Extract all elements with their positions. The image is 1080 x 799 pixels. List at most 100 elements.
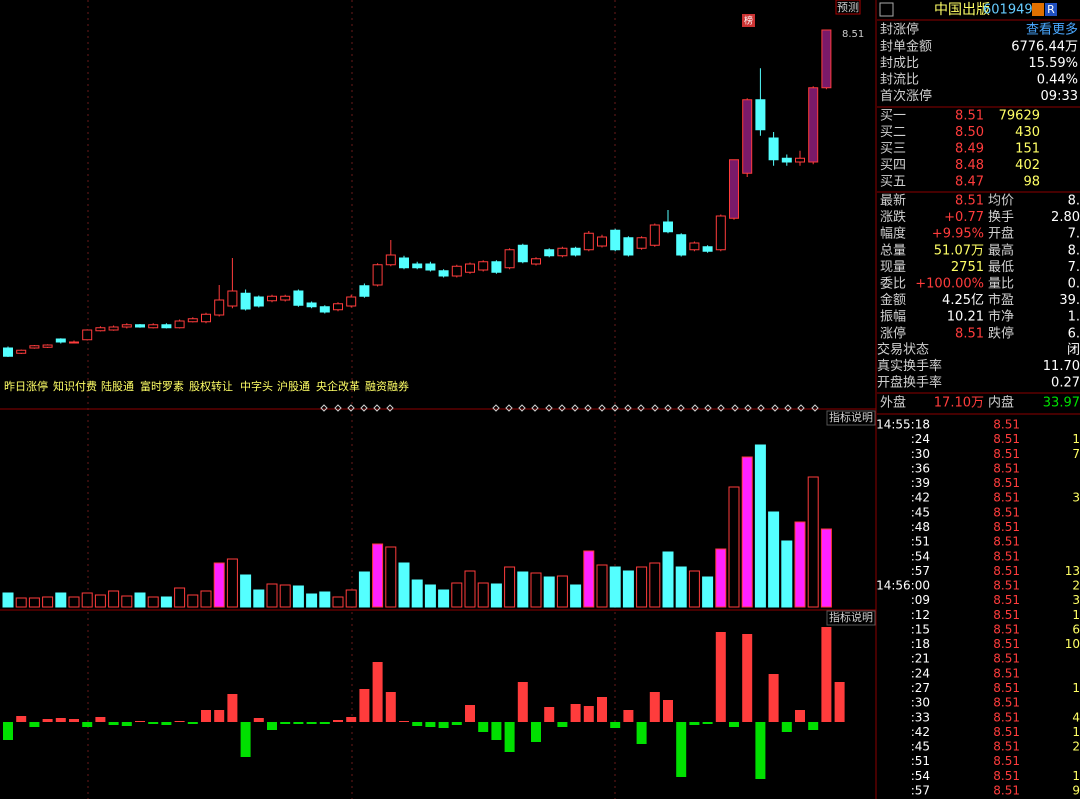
quote-text: 33.97: [1043, 396, 1080, 411]
quote-text: 金额: [880, 292, 906, 308]
candle-body: [267, 295, 277, 302]
candle-body: [161, 324, 172, 329]
tick-price: 8.51: [993, 432, 1020, 446]
candle-body: [121, 324, 132, 328]
tick-volume: 1: [1072, 725, 1080, 739]
quote-text: 98: [1023, 175, 1040, 190]
tick-price: 8.51: [993, 652, 1020, 666]
quote-text: 开盘: [988, 226, 1014, 242]
macd-bar: [557, 722, 568, 727]
macd-bar: [649, 692, 660, 722]
volume-bar: [372, 543, 384, 608]
volume-bar: [28, 597, 40, 608]
macd-bar: [161, 722, 172, 725]
stock-code: 601949: [983, 3, 1033, 18]
quote-text: 最新: [880, 193, 906, 209]
candle-body: [333, 303, 343, 311]
volume-bar: [609, 566, 621, 608]
tick-time: :24: [911, 666, 930, 680]
badge: 榜: [744, 15, 753, 27]
macd-bar: [808, 722, 819, 730]
macd-bar: [187, 722, 198, 724]
panel-icon[interactable]: [879, 2, 894, 17]
volume-bar: [715, 548, 727, 608]
candle-body: [346, 296, 357, 307]
quote-text: 最高: [988, 242, 1014, 258]
macd-bar: [240, 722, 251, 757]
volume-bar: [583, 550, 595, 608]
quote-text: 2.80: [1051, 210, 1080, 225]
quote-text: 10.21: [947, 310, 984, 325]
volume-bar: [820, 528, 832, 608]
macd-bar: [359, 689, 370, 722]
tick-volume: 3: [1072, 491, 1080, 505]
quote-text: 均价: [988, 194, 1014, 209]
candle-body: [372, 264, 383, 286]
tick-time: :57: [911, 784, 930, 798]
tick-time: :33: [911, 710, 930, 724]
macd-bar: [689, 722, 700, 725]
volume-bar: [147, 596, 159, 608]
candle-body: [755, 99, 766, 131]
note-box[interactable]: [826, 410, 876, 426]
candle-body: [240, 292, 251, 310]
predict-button[interactable]: [835, 0, 861, 15]
macd-bar: [834, 682, 845, 722]
candle-body: [174, 320, 185, 329]
macd-bar: [491, 722, 502, 740]
macd-bar: [372, 662, 383, 722]
note-box[interactable]: [826, 610, 876, 626]
volume-bar: [253, 589, 265, 608]
macd-bar: [729, 722, 739, 727]
candle-body: [544, 249, 555, 257]
quote-text: 8.51: [955, 109, 984, 124]
candle-body: [280, 295, 291, 301]
quote-text: 6.: [1068, 326, 1080, 341]
volume-bar: [345, 589, 357, 608]
candle-body: [425, 263, 436, 271]
tick-time: :18: [911, 637, 930, 651]
macd-bar: [306, 722, 317, 724]
tick-time: :39: [911, 476, 930, 490]
high-label: 8.51: [842, 29, 864, 40]
quote-text: 封单金额: [880, 39, 932, 55]
tick-time: :36: [911, 461, 930, 475]
quote-text: 买一: [880, 109, 906, 124]
tick-price: 8.51: [993, 784, 1020, 798]
macd-bar: [267, 722, 277, 730]
candle-body: [187, 318, 198, 323]
tick-volume: 13: [1065, 564, 1080, 578]
candle-body: [729, 159, 739, 219]
tick-time: :45: [911, 740, 930, 754]
tick-price: 8.51: [993, 725, 1020, 739]
volume-bar: [464, 570, 476, 608]
volume-bar: [213, 562, 225, 608]
candle-body: [451, 265, 462, 277]
volume-bar: [319, 591, 331, 608]
tick-price: 8.51: [993, 608, 1020, 622]
candle-body: [201, 313, 211, 323]
indicator-note[interactable]: 指标说明: [829, 610, 873, 624]
volume-bar: [662, 551, 674, 608]
candle-body: [676, 234, 687, 256]
macd-bar: [16, 716, 27, 722]
quote-text: 跌停: [988, 325, 1014, 341]
quote-text: 封流比: [880, 73, 919, 88]
volume-bar: [490, 583, 502, 608]
candle-body: [649, 224, 660, 246]
macd-bar: [795, 710, 805, 722]
volume-bar: [187, 594, 199, 608]
volume-bar: [622, 570, 634, 608]
concept-tag: 中字头: [240, 379, 273, 393]
tick-time: :45: [911, 505, 930, 519]
tick-price: 8.51: [993, 710, 1020, 724]
quote-text: 11.70: [1043, 359, 1080, 374]
volume-bar: [741, 456, 753, 608]
macd-bar: [742, 634, 753, 722]
macd-bar: [478, 722, 489, 732]
tick-price: 8.51: [993, 593, 1020, 607]
indicator-note[interactable]: 指标说明: [829, 410, 873, 424]
candle-body: [29, 345, 40, 349]
predict-label[interactable]: 预测: [837, 1, 859, 14]
macd-bar: [214, 710, 225, 722]
